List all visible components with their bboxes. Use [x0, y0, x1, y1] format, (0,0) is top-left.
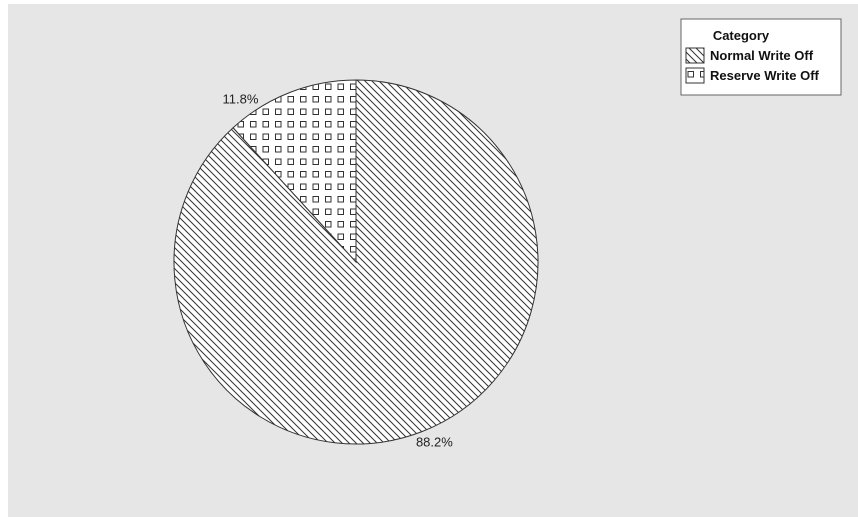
slice-labels: 88.2% 11.8% [223, 92, 454, 450]
legend-swatch-reserve-write-off [685, 67, 705, 84]
pie-slices [173, 79, 539, 445]
legend-items: Normal Write Off Reserve Write Off [685, 47, 820, 84]
chart-frame: 88.2% 11.8% Category Normal Write Off Rese… [8, 4, 858, 517]
legend: Category Normal Write Off Reserve Write O… [680, 18, 842, 96]
legend-label-normal-write-off: Normal Write Off [710, 48, 814, 63]
legend-swatch-normal-write-off [685, 47, 705, 64]
legend-label-reserve-write-off: Reserve Write Off [710, 68, 820, 83]
pie-slice-reserve-write-off [232, 79, 357, 264]
legend-box [680, 18, 842, 96]
slice-label-reserve-write-off: 11.8% [223, 92, 259, 107]
pie-chart: 88.2% 11.8% Category Normal Write Off Rese… [8, 4, 858, 517]
legend-title: Category [713, 28, 770, 43]
slice-label-normal-write-off: 88.2% [416, 435, 453, 450]
